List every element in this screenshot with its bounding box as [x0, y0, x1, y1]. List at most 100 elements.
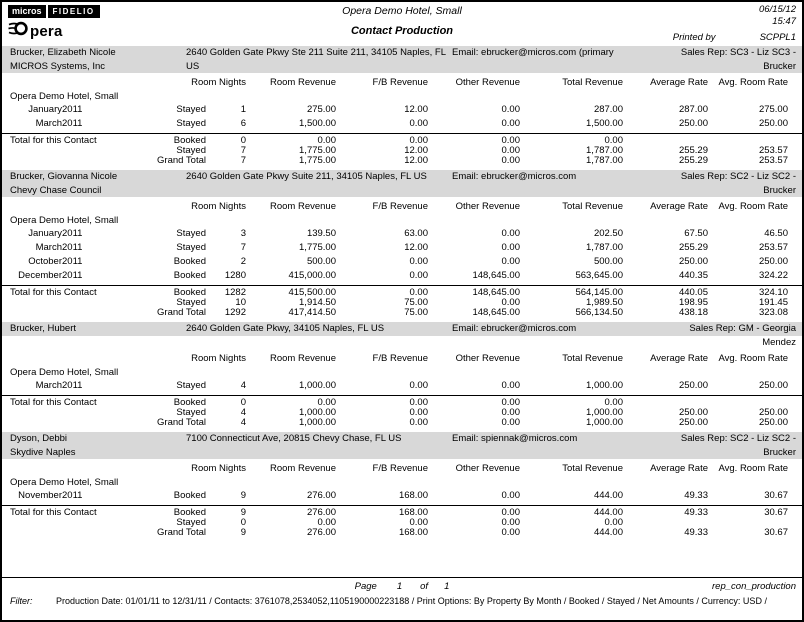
total-rows: Booked 1282 415,500.00 0.00 148,645.00 564,14… — [2, 288, 802, 318]
title-block: Opera Demo Hotel, Small Contact Producti… — [152, 2, 652, 37]
contact-company-band: Chevy Chase Council — [2, 184, 802, 197]
data-row: March2011 Stayed 7 1,775.00 12.00 0.00 1,787.0… — [2, 241, 802, 255]
cell-fb-revenue: 0.00 — [409, 118, 429, 129]
cell-other-revenue: 0.00 — [501, 417, 521, 428]
printed-by-label: Printed by — [672, 32, 716, 43]
cell-average-rate: 250.00 — [678, 256, 708, 267]
col-header-total-revenue: Total Revenue — [562, 201, 623, 212]
opera-logo-text: pera — [30, 22, 63, 40]
col-header-room-revenue: Room Revenue — [269, 77, 336, 88]
cell-total-revenue: 1,000.00 — [586, 417, 623, 428]
cell-status: Booked — [173, 397, 206, 408]
cell-fb-revenue: 0.00 — [409, 270, 429, 281]
col-header-avg-room-rate: Avg. Room Rate — [718, 201, 788, 212]
col-header-total-revenue: Total Revenue — [562, 463, 623, 474]
cell-total-revenue: 1,787.00 — [586, 145, 623, 156]
cell-month: December — [18, 270, 62, 281]
cell-fb-revenue: 168.00 — [398, 507, 428, 518]
filter-label: Filter: — [10, 596, 33, 606]
cell-fb-revenue: 75.00 — [404, 307, 428, 318]
cell-room-nights: 6 — [240, 118, 246, 129]
cell-total-revenue: 0.00 — [604, 517, 624, 528]
cell-year: 2011 — [62, 256, 83, 267]
contact-company-band — [2, 336, 802, 349]
cell-fb-revenue: 12.00 — [404, 104, 428, 115]
cell-room-revenue: 417,414.50 — [288, 307, 336, 318]
cell-average-rate: 49.33 — [684, 507, 708, 518]
contact-totals: Total for this Contact Booked 0 0.00 0.00 0.… — [2, 395, 802, 428]
data-row: January2011 Stayed 3 139.50 63.00 0.00 202.50 6… — [2, 227, 802, 241]
col-header-room-nights: Room Nights — [191, 463, 246, 474]
cell-total-revenue: 1,000.00 — [586, 407, 623, 418]
cell-room-revenue: 1,000.00 — [299, 407, 336, 418]
contact-company: Chevy Chase Council — [10, 185, 102, 196]
col-header-fb-revenue: F/B Revenue — [372, 201, 428, 212]
cell-status: Grand Total — [157, 307, 206, 318]
col-header-avg-room-rate: Avg. Room Rate — [718, 463, 788, 474]
cell-room-revenue: 0.00 — [317, 517, 337, 528]
cell-year: 2011 — [62, 228, 83, 239]
totals-label: Total for this Contact — [10, 507, 97, 518]
col-header-room-revenue: Room Revenue — [269, 201, 336, 212]
cell-room-revenue: 276.00 — [306, 527, 336, 538]
col-header-room-nights: Room Nights — [191, 77, 246, 88]
cell-fb-revenue: 12.00 — [404, 155, 428, 166]
cell-room-nights: 1282 — [224, 287, 246, 298]
report-footer: Page 1 of 1 rep_con_production Filter: Produ… — [2, 577, 802, 620]
cell-average-rate: 287.00 — [678, 104, 708, 115]
contact-sales-rep: Sales Rep: GM - Georgia Mendez — [689, 323, 796, 348]
cell-other-revenue: 148,645.00 — [472, 270, 520, 281]
cell-status: Booked — [173, 287, 206, 298]
cell-average-rate: 440.35 — [678, 270, 708, 281]
cell-room-nights: 1280 — [224, 270, 246, 281]
table-header-row: Room Nights Room Revenue F/B Revenue Oth… — [2, 200, 802, 213]
cell-room-revenue: 415,500.00 — [288, 287, 336, 298]
cell-room-nights: 3 — [240, 228, 246, 239]
cell-fb-revenue: 0.00 — [409, 407, 429, 418]
contact-section: Brucker, Giovanna Nicole 2640 Golden Gat… — [2, 170, 802, 318]
cell-year: 2011 — [62, 490, 83, 501]
cell-avg-room-rate: 275.00 — [758, 104, 788, 115]
contact-header-band: Brucker, Elizabeth Nicole 2640 Golden Ga… — [2, 46, 802, 72]
cell-fb-revenue: 0.00 — [409, 380, 429, 391]
cell-status: Booked — [173, 135, 206, 146]
cell-room-revenue: 0.00 — [317, 135, 337, 146]
report-id: rep_con_production — [712, 581, 796, 592]
cell-avg-room-rate: 253.57 — [758, 145, 788, 156]
cell-average-rate: 250.00 — [678, 380, 708, 391]
cell-fb-revenue: 12.00 — [404, 242, 428, 253]
cell-room-nights: 7 — [240, 155, 246, 166]
cell-month: January — [28, 104, 62, 115]
cell-total-revenue: 500.00 — [593, 256, 623, 267]
col-header-other-revenue: Other Revenue — [455, 353, 520, 364]
cell-room-nights: 1 — [240, 104, 246, 115]
cell-room-nights: 10 — [235, 297, 246, 308]
cell-fb-revenue: 0.00 — [409, 397, 429, 408]
contact-email: Email: ebrucker@micros.com (primary — [452, 47, 614, 58]
hotel-title: Opera Demo Hotel, Small — [342, 5, 462, 17]
contact-email: Email: spiennak@micros.com — [452, 433, 578, 444]
contact-address: 2640 Golden Gate Pkwy Ste 211 Suite 211,… — [186, 47, 446, 72]
cell-fb-revenue: 0.00 — [409, 287, 429, 298]
cell-room-nights: 0 — [240, 517, 246, 528]
cell-avg-room-rate: 253.57 — [758, 242, 788, 253]
cell-other-revenue: 0.00 — [501, 407, 521, 418]
cell-room-revenue: 276.00 — [306, 490, 336, 501]
property-name: Opera Demo Hotel, Small — [10, 215, 119, 226]
cell-room-revenue: 1,914.50 — [299, 297, 336, 308]
cell-period: January2011 — [10, 103, 128, 117]
property-name: Opera Demo Hotel, Small — [10, 91, 119, 102]
cell-total-revenue: 444.00 — [593, 507, 623, 518]
cell-room-nights: 7 — [240, 242, 246, 253]
cell-total-revenue: 0.00 — [604, 135, 624, 146]
month-rows: November2011 Booked 9 276.00 168.00 0.00 444.0… — [2, 489, 802, 503]
print-date: 06/15/12 — [759, 4, 796, 15]
cell-period: December2011 — [10, 269, 128, 283]
cell-status: Stayed — [176, 242, 206, 253]
cell-other-revenue: 0.00 — [501, 297, 521, 308]
cell-room-revenue: 276.00 — [306, 507, 336, 518]
contact-sales-rep: Sales Rep: SC3 - Liz SC3 - Brucker — [680, 47, 796, 72]
cell-avg-room-rate: 30.67 — [764, 527, 788, 538]
cell-status: Stayed — [176, 104, 206, 115]
